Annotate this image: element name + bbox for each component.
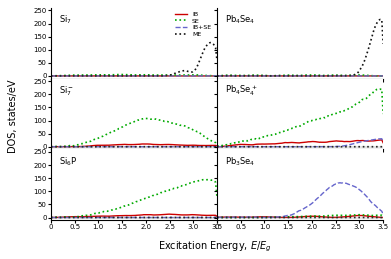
- Text: Pb$_4$Se$_4^+$: Pb$_4$Se$_4^+$: [225, 84, 258, 98]
- Text: Si$_7$: Si$_7$: [59, 13, 72, 26]
- Text: Si$_6$P: Si$_6$P: [59, 155, 78, 168]
- Text: DOS, states/eV: DOS, states/eV: [8, 80, 18, 153]
- Text: Si$_7^-$: Si$_7^-$: [59, 84, 74, 98]
- Text: Pb$_3$Se$_4$: Pb$_3$Se$_4$: [225, 155, 256, 168]
- Text: Excitation Energy, $E/E_g$: Excitation Energy, $E/E_g$: [158, 239, 272, 254]
- Text: Pb$_4$Se$_4$: Pb$_4$Se$_4$: [225, 13, 256, 26]
- Legend: IB, SE, IB+SE, ME: IB, SE, IB+SE, ME: [172, 9, 213, 39]
